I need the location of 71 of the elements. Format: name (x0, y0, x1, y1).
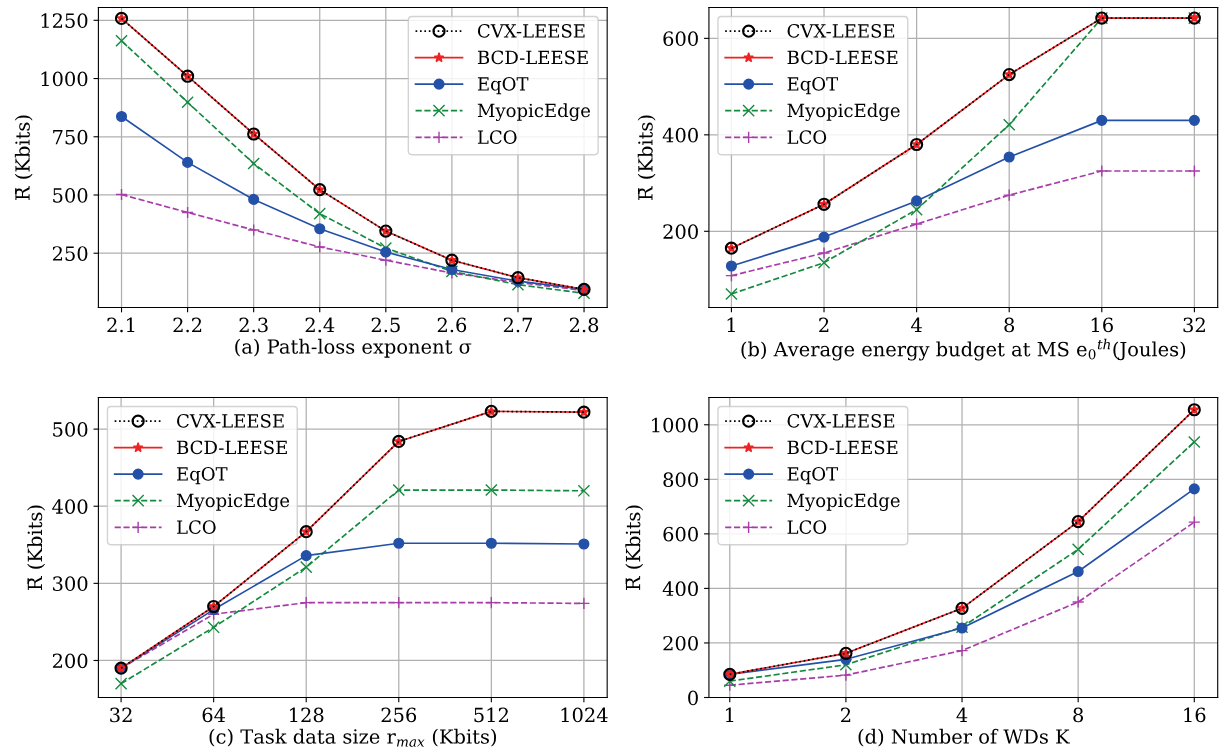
x-tick-label: 512 (474, 707, 508, 723)
legend-label: CVX-LEESE (177, 414, 284, 428)
x-tick-label: 2.4 (305, 317, 335, 333)
legend-label: CVX-LEESE (787, 414, 895, 428)
x-tick-label: 2.8 (569, 317, 599, 333)
x-tick-label: 1024 (561, 707, 608, 723)
x-tick-label: 16 (1091, 317, 1113, 333)
x-tick-label: 8 (1073, 707, 1084, 723)
x-tick-label: 64 (202, 707, 226, 723)
legend-label: EqOT (787, 467, 838, 485)
x-tick-label: 2.5 (371, 317, 400, 333)
y-tick-label: 600 (663, 31, 698, 47)
x-tick-label: 128 (290, 707, 324, 723)
x-tick-label: 32 (1183, 317, 1205, 333)
y-axis-title: R̄ (Kbits) (27, 505, 45, 590)
legend-label: LCO (477, 130, 517, 144)
y-tick-label: 500 (53, 187, 88, 203)
legend-label: LCO (787, 520, 827, 534)
x-tick-label: 2 (841, 707, 851, 722)
legend-label: BCD-LEESE (787, 440, 898, 455)
y-tick-label: 400 (662, 581, 698, 597)
legend-label: EqOT (477, 77, 529, 95)
y-tick-label: 1250 (41, 13, 88, 28)
legend-label: LCO (787, 130, 827, 144)
y-tick-label: 300 (53, 576, 88, 592)
y-tick-label: 200 (663, 635, 698, 651)
x-tick-label: 4 (956, 707, 968, 722)
x-tick-label: 2.1 (107, 317, 135, 333)
x-tick-label: 16 (1184, 707, 1206, 723)
x-tick-label: 4 (911, 317, 922, 332)
x-tick-label: 2.3 (239, 317, 268, 333)
y-tick-label: 250 (52, 246, 88, 261)
y-tick-label: 600 (663, 526, 698, 542)
legend-label: BCD-LEESE (787, 50, 898, 65)
x-axis-title: (b) Average energy budget at MS e$_{0}$$^{th}$(Joules) (741, 338, 1186, 361)
x-tick-label: 8 (1004, 317, 1015, 333)
legend-label: EqOT (787, 77, 838, 95)
y-axis-title: R̄ (Kbits) (637, 115, 656, 200)
legend-label: MyopicEdge (787, 493, 900, 511)
x-tick-label: 2 (819, 317, 829, 332)
y-tick-label: 1000 (652, 417, 698, 433)
y-tick-label: 0 (688, 690, 698, 706)
x-axis-title: (d) Number of WDs K (858, 728, 1070, 747)
legend-label: CVX-LEESE (787, 24, 895, 38)
y-tick-label: 400 (662, 127, 698, 143)
y-tick-label: 200 (663, 224, 698, 239)
x-tick-label: 32 (110, 707, 132, 723)
x-tick-label: 1 (725, 707, 734, 722)
x-axis-title: (a) Path-loss exponent σ (235, 338, 472, 358)
y-tick-label: 500 (53, 422, 88, 437)
y-tick-label: 800 (663, 472, 698, 487)
x-tick-label: 2.7 (503, 317, 533, 333)
y-tick-label: 1000 (41, 71, 88, 87)
x-tick-label: 1 (727, 317, 735, 332)
legend-label: MyopicEdge (477, 103, 591, 121)
y-axis-title: R̄ (Kbits) (625, 505, 644, 590)
legend-label: CVX-LEESE (477, 24, 585, 38)
y-tick-label: 200 (52, 653, 88, 669)
x-axis-title: (c) Task data size r$_{max}$ (Kbits) (209, 728, 496, 747)
y-tick-label: 400 (52, 499, 88, 514)
legend-label: BCD-LEESE (477, 50, 588, 65)
x-tick-label: 2.2 (173, 317, 202, 333)
legend-label: MyopicEdge (176, 493, 290, 511)
x-tick-label: 256 (381, 707, 417, 723)
x-tick-label: 2.6 (437, 317, 467, 333)
y-axis-title: R̄ (Kbits) (14, 115, 33, 200)
legend-label: MyopicEdge (787, 103, 900, 121)
legend-label: EqOT (177, 467, 228, 485)
legend-label: LCO (177, 520, 216, 534)
y-tick-label: 750 (53, 129, 88, 145)
legend-label: BCD-LEESE (177, 440, 287, 455)
